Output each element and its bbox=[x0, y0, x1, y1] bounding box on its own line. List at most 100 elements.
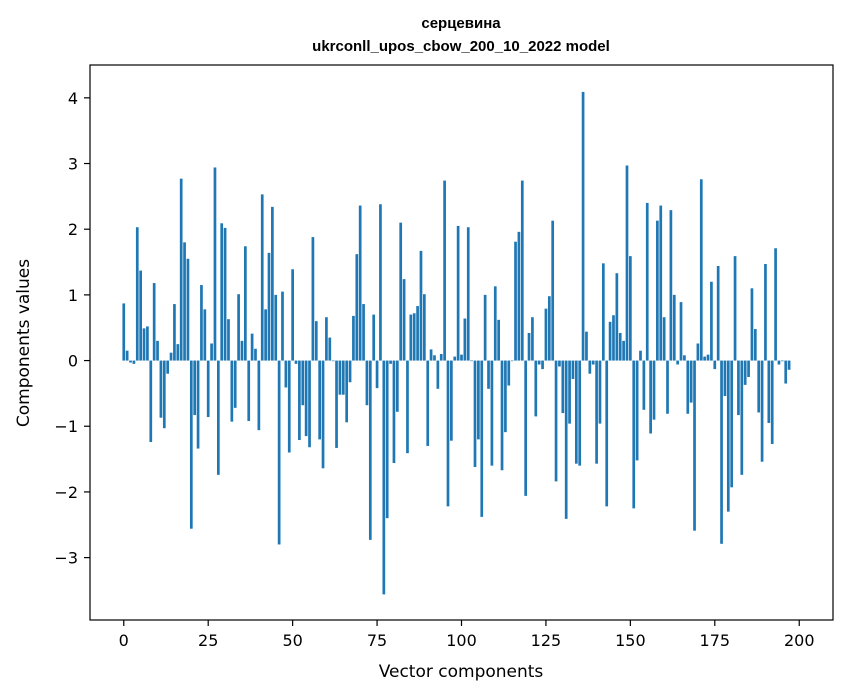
bar-85 bbox=[409, 314, 413, 361]
bar-107 bbox=[483, 294, 487, 361]
bar-100 bbox=[460, 354, 463, 361]
bar-132 bbox=[568, 360, 571, 424]
bar-80 bbox=[392, 360, 396, 464]
bar-142 bbox=[601, 263, 605, 361]
bar-15 bbox=[173, 304, 176, 361]
bar-150 bbox=[629, 256, 632, 361]
bar-40 bbox=[257, 360, 261, 431]
bar-89 bbox=[423, 294, 426, 361]
bar-138 bbox=[588, 360, 592, 374]
y-tick-label-1: 1 bbox=[68, 286, 78, 305]
bar-128 bbox=[554, 360, 558, 482]
bar-172 bbox=[703, 356, 707, 361]
bar-192 bbox=[770, 360, 774, 444]
bar-116 bbox=[514, 241, 517, 361]
bar-38 bbox=[250, 333, 254, 361]
bar-88 bbox=[419, 250, 423, 361]
y-tick-label--3: −3 bbox=[54, 549, 78, 568]
bar-47 bbox=[281, 291, 284, 361]
x-axis-ticks: 0 25 50 75 100 125 150 175 200 bbox=[119, 620, 815, 650]
x-tick-label-200: 200 bbox=[784, 631, 815, 650]
bar-87 bbox=[416, 306, 419, 361]
bar-56 bbox=[311, 237, 315, 361]
bar-177 bbox=[720, 360, 723, 544]
bar-110 bbox=[493, 286, 497, 361]
bar-27 bbox=[213, 167, 217, 361]
bar-48 bbox=[284, 360, 288, 388]
bar-143 bbox=[605, 360, 609, 507]
bar-178 bbox=[723, 360, 727, 397]
bar-184 bbox=[743, 360, 747, 385]
bar-171 bbox=[699, 179, 703, 361]
bar-29 bbox=[220, 223, 224, 361]
bar-16 bbox=[176, 344, 180, 361]
bar-52 bbox=[298, 360, 301, 441]
bar-34 bbox=[237, 294, 240, 361]
bar-109 bbox=[490, 360, 494, 466]
bar-147 bbox=[618, 332, 622, 361]
bar-114 bbox=[507, 360, 511, 386]
bar-120 bbox=[527, 332, 531, 361]
bar-98 bbox=[453, 356, 457, 361]
bar-55 bbox=[308, 360, 311, 448]
bars-group bbox=[122, 91, 791, 595]
bar-121 bbox=[531, 317, 534, 361]
bar-50 bbox=[291, 269, 294, 361]
bar-24 bbox=[203, 309, 207, 361]
bar-127 bbox=[551, 220, 555, 361]
x-tick-label-25: 25 bbox=[198, 631, 218, 650]
bar-154 bbox=[642, 360, 646, 410]
bar-20 bbox=[189, 360, 193, 529]
bar-161 bbox=[666, 360, 669, 414]
bar-10 bbox=[156, 340, 159, 361]
bar-117 bbox=[517, 231, 521, 361]
bar-157 bbox=[652, 360, 656, 420]
bar-99 bbox=[456, 225, 460, 361]
bar-81 bbox=[395, 360, 399, 412]
bar-170 bbox=[696, 343, 700, 361]
bar-115 bbox=[510, 360, 514, 362]
bar-31 bbox=[227, 319, 230, 361]
bar-196 bbox=[784, 360, 788, 384]
bar-97 bbox=[450, 360, 453, 441]
bar-90 bbox=[426, 360, 430, 446]
bar-67 bbox=[348, 360, 352, 383]
bar-33 bbox=[233, 360, 237, 408]
bar-39 bbox=[254, 348, 257, 361]
y-tick-label--1: −1 bbox=[54, 417, 78, 436]
bar-189 bbox=[760, 360, 764, 462]
bar-183 bbox=[740, 360, 744, 475]
bar-25 bbox=[206, 360, 210, 418]
bar-92 bbox=[433, 355, 436, 361]
bar-156 bbox=[649, 360, 652, 434]
bar-158 bbox=[656, 220, 659, 361]
bar-102 bbox=[466, 227, 470, 361]
bar-18 bbox=[183, 242, 186, 361]
bar-76 bbox=[379, 204, 382, 361]
bar-112 bbox=[500, 360, 504, 471]
bar-23 bbox=[200, 285, 203, 361]
bar-139 bbox=[591, 360, 595, 365]
bar-130 bbox=[561, 360, 565, 414]
bar-167 bbox=[686, 360, 690, 414]
bar-4 bbox=[135, 227, 139, 361]
bar-63 bbox=[335, 360, 338, 448]
bar-136 bbox=[581, 91, 585, 361]
bar-148 bbox=[622, 340, 625, 361]
chart-title: серцевина bbox=[421, 15, 501, 32]
plot-frame bbox=[89, 64, 834, 621]
bar-41 bbox=[260, 194, 264, 361]
bar-165 bbox=[679, 302, 683, 361]
y-axis-label: Components values bbox=[14, 259, 34, 427]
bar-51 bbox=[294, 360, 298, 364]
bar-93 bbox=[436, 360, 440, 389]
bar-59 bbox=[321, 360, 325, 469]
bar-13 bbox=[166, 360, 170, 374]
bar-35 bbox=[240, 340, 244, 361]
bar-60 bbox=[325, 317, 328, 361]
bar-54 bbox=[304, 360, 308, 437]
bar-141 bbox=[598, 360, 602, 424]
bar-134 bbox=[574, 360, 578, 464]
bar-14 bbox=[169, 352, 173, 361]
